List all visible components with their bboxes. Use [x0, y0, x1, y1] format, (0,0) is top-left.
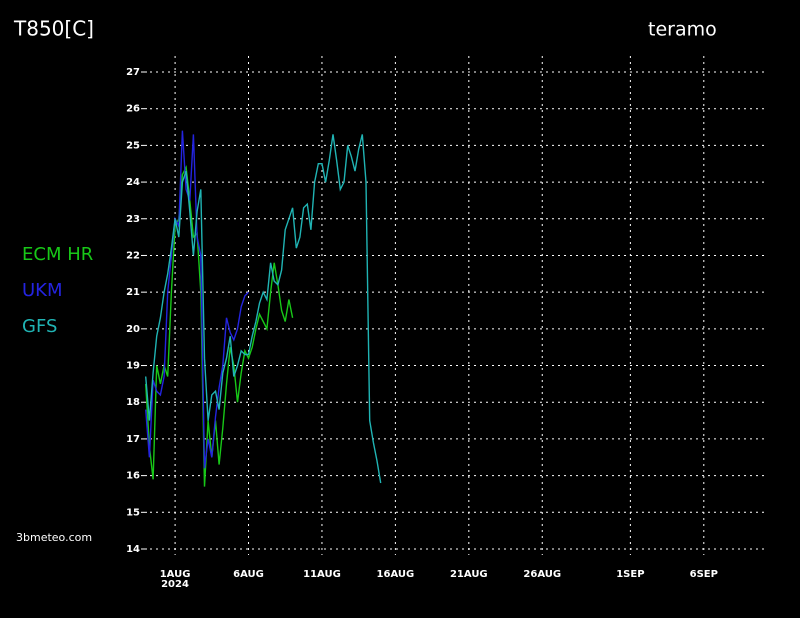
- x-tick-label: 16AUG: [377, 569, 415, 580]
- legend-entry: ECM HR: [22, 244, 93, 265]
- y-tick-label: 27: [126, 67, 140, 78]
- chart-title: T850[C]: [13, 17, 94, 41]
- series-line: [145, 134, 382, 484]
- series-line: [145, 164, 294, 487]
- y-tick-label: 25: [126, 140, 140, 151]
- chart-subtitle: teramo: [648, 19, 717, 41]
- x-tick-label: 6AUG: [233, 569, 264, 580]
- x-tick-label: 6SEP: [690, 569, 718, 580]
- y-tick-label: 26: [126, 104, 140, 115]
- x-tick-label: 26AUG: [523, 569, 561, 580]
- source: 3bmeteo.com: [16, 531, 92, 544]
- y-tick-label: 20: [126, 324, 140, 335]
- year-label: 2024: [161, 579, 189, 590]
- x-tick-label: 21AUG: [450, 569, 488, 580]
- y-tick-label: 21: [126, 287, 140, 298]
- y-tick-label: 19: [126, 361, 140, 372]
- x-tick-label: 1AUG: [160, 569, 191, 580]
- legend-entry: UKM: [22, 280, 63, 301]
- y-tick-label: 23: [126, 214, 140, 225]
- y-tick-label: 14: [126, 544, 140, 555]
- y-tick-label: 15: [126, 507, 140, 518]
- y-tick-label: 17: [126, 434, 140, 445]
- y-tick-label: 16: [126, 471, 140, 482]
- x-tick-label: 1SEP: [616, 569, 644, 580]
- y-tick-label: 22: [126, 250, 140, 261]
- y-tick-label: 24: [126, 177, 140, 188]
- series-line: [145, 130, 249, 469]
- x-tick-label: 11AUG: [303, 569, 341, 580]
- y-tick-label: 18: [126, 397, 140, 408]
- legend-entry: GFS: [22, 316, 57, 337]
